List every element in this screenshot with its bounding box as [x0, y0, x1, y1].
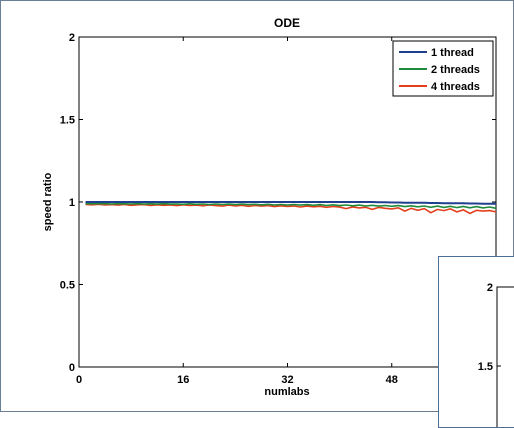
y-tick-label: 1.5 — [60, 115, 75, 127]
main-chart: ODE 0 16 32 48 0 0.5 1 1.5 2 numlabs speed ratio… — [42, 16, 497, 398]
figure-window: ODE 0 16 32 48 0 0.5 1 1.5 2 numlabs speed ratio… — [0, 0, 514, 412]
legend: 1 thread 2 threads 4 threads — [392, 40, 494, 97]
y-tick-label: 1 — [69, 197, 75, 209]
x-tick-label: 32 — [281, 374, 293, 386]
y-axis-label: speed ratio — [42, 172, 54, 231]
chart-title: ODE — [274, 16, 300, 30]
series-line-4-threads — [85, 203, 497, 215]
inset-figure-window: 1.5 2 — [438, 256, 514, 428]
axis-ticks: 0 16 32 48 0 0.5 1 1.5 2 — [60, 32, 496, 386]
inset-y-tick-label: 2 — [487, 282, 493, 294]
inset-y-tick-label: 1.5 — [478, 361, 493, 373]
x-tick-label: 48 — [386, 374, 398, 386]
legend-label: 4 threads — [431, 81, 480, 93]
y-tick-label: 0 — [69, 362, 75, 374]
series-lines — [85, 201, 497, 215]
x-axis-label: numlabs — [264, 386, 309, 398]
x-tick-label: 16 — [177, 374, 189, 386]
series-line-1-thread — [85, 201, 496, 205]
legend-label: 2 threads — [431, 64, 480, 76]
inset-plot-area — [496, 286, 514, 427]
y-tick-label: 0.5 — [60, 280, 75, 292]
inset-axis-ticks: 1.52 — [478, 282, 501, 373]
series-line-2-threads — [85, 202, 497, 210]
legend-label: 1 thread — [431, 47, 474, 59]
inset-chart: 1.52 — [478, 282, 514, 427]
x-tick-label: 0 — [76, 374, 82, 386]
y-tick-label: 2 — [69, 32, 75, 44]
